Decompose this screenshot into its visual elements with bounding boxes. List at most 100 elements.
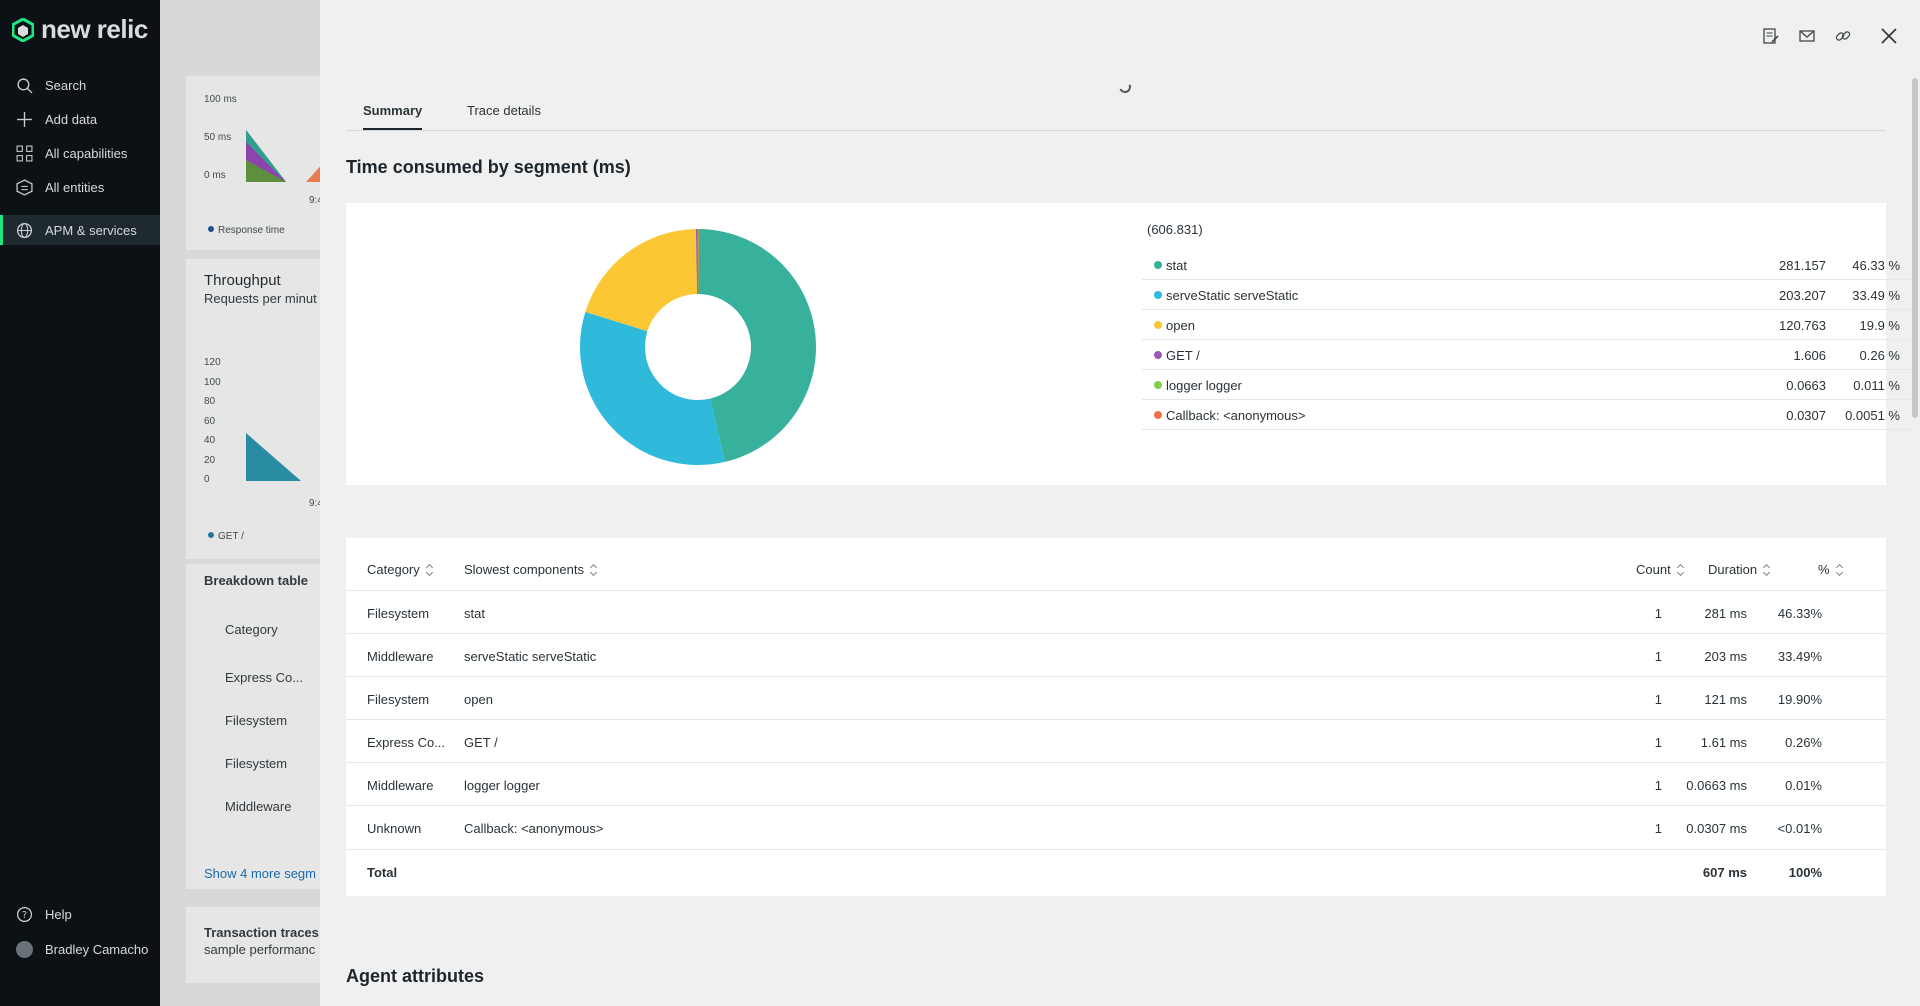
link-icon[interactable] — [1832, 25, 1854, 47]
user-name: Bradley Camacho — [45, 941, 149, 957]
tab-trace-details[interactable]: Trace details — [467, 103, 541, 118]
search-icon — [17, 77, 33, 93]
nav-item-apm-services[interactable]: APM & services — [0, 215, 160, 245]
breakdown-row: Middleware — [225, 799, 292, 814]
sort-icon — [1763, 564, 1771, 576]
cell-duration: 203 ms — [1704, 649, 1747, 664]
traces-title: Transaction traces — [204, 925, 319, 940]
new-relic-logo[interactable]: new relic — [12, 14, 148, 45]
nav-item-all-capabilities[interactable]: All capabilities — [0, 138, 160, 168]
column-header-percent[interactable]: % — [1818, 562, 1844, 577]
y-tick: 60 — [204, 416, 216, 427]
breakdown-row: Express Co... — [225, 670, 304, 685]
sort-icon — [1677, 564, 1685, 576]
nav-item-add-data[interactable]: Add data — [0, 104, 160, 134]
legend-row[interactable]: GET / 1.606 0.26 % — [1142, 340, 1912, 370]
table-row[interactable]: Middleware logger logger 1 0.0663 ms 0.01% — [346, 762, 1886, 805]
column-header-duration[interactable]: Duration — [1708, 562, 1771, 577]
transaction-traces-card: Transaction traces sample performanc — [186, 907, 320, 983]
cell-category: Filesystem — [367, 692, 430, 707]
table-row[interactable]: Filesystem open 1 121 ms 19.90% — [346, 676, 1886, 719]
legend-dot — [1154, 291, 1162, 299]
total-duration: 607 ms — [1702, 865, 1747, 880]
table-row[interactable]: Express Co... GET / 1 1.61 ms 0.26% — [346, 719, 1886, 762]
legend-dot — [208, 226, 214, 232]
legend-row[interactable]: Callback: <anonymous> 0.0307 0.0051 % — [1142, 400, 1912, 430]
legend-dot — [208, 532, 214, 538]
legend-value: 281.157 — [1779, 258, 1826, 273]
cell-count: 1 — [1654, 821, 1662, 836]
column-header-category[interactable]: Category — [367, 562, 434, 577]
pie-slice-2[interactable] — [585, 229, 698, 332]
background-page: 100 ms 50 ms 0 ms 9:40am Response time T… — [160, 0, 320, 1006]
legend-percent: 0.0051 % — [1845, 408, 1900, 423]
new-relic-logo-icon — [12, 17, 34, 42]
cell-category: Middleware — [367, 778, 434, 793]
y-tick: 40 — [204, 435, 216, 446]
grid-icon — [16, 145, 33, 161]
modal-toolbar — [1760, 25, 1900, 47]
segment-chart-panel: (606.831) stat 281.157 46.33 % serveStatic … — [346, 203, 1912, 485]
sort-icon — [1836, 564, 1844, 576]
table-row[interactable]: Middleware serveStatic serveStatic 1 203 ms… — [346, 633, 1886, 676]
table-row[interactable]: Unknown Callback: <anonymous> 1 0.0307 ms <0… — [346, 805, 1886, 848]
throughput-card: Throughput Requests per minut 120 100 80… — [186, 259, 320, 559]
cell-duration: 0.0663 ms — [1686, 778, 1747, 793]
total-label: Total — [367, 865, 398, 880]
tab-summary[interactable]: Summary — [363, 103, 423, 130]
column-header-slowest-components[interactable]: Slowest components — [464, 562, 598, 577]
nav-item-search[interactable]: Search — [0, 70, 160, 100]
cell-component: stat — [464, 606, 485, 621]
cell-percent: 0.01% — [1785, 778, 1822, 793]
y-tick: 100 ms — [204, 94, 237, 105]
show-more-link[interactable]: Show 4 more segm — [204, 866, 316, 881]
avatar — [16, 940, 33, 958]
legend-value: 120.763 — [1779, 318, 1826, 333]
cell-category: Unknown — [367, 821, 422, 836]
breakdown-row: Filesystem — [225, 713, 288, 728]
edit-notes-icon[interactable] — [1760, 25, 1782, 47]
scrollbar[interactable] — [1912, 78, 1918, 418]
segment-donut-chart — [580, 229, 816, 465]
brand-name: new relic — [41, 14, 148, 44]
legend-dot — [1154, 411, 1162, 419]
legend-row[interactable]: stat 281.157 46.33 % — [1142, 250, 1912, 280]
breakdown-header: Category — [225, 622, 278, 637]
svg-text:?: ? — [22, 910, 27, 921]
pie-slice-3[interactable] — [695, 229, 698, 295]
cell-component: Callback: <anonymous> — [464, 821, 604, 836]
close-icon[interactable] — [1878, 25, 1900, 47]
cell-component: logger logger — [464, 778, 540, 793]
table-row[interactable]: Filesystem stat 1 281 ms 46.33% — [346, 590, 1886, 633]
legend-row[interactable]: logger logger 0.0663 0.011 % — [1142, 370, 1912, 400]
trace-detail-modal: Summary Trace details Time consumed by s… — [320, 0, 1920, 1006]
legend-row[interactable]: serveStatic serveStatic 203.207 33.49 % — [1142, 280, 1912, 310]
cell-component: GET / — [464, 735, 498, 750]
column-header-count[interactable]: Count — [1636, 562, 1685, 577]
nav-item-help[interactable]: ? Help — [0, 899, 160, 929]
pie-slice-1[interactable] — [580, 311, 725, 465]
nav-item-label: All entities — [45, 179, 105, 195]
pie-slice-4[interactable] — [697, 229, 699, 295]
legend-label: Callback: <anonymous> — [1166, 408, 1306, 423]
legend-value: 0.0307 — [1786, 408, 1826, 423]
cell-percent: 46.33% — [1777, 606, 1822, 621]
legend-percent: 46.33 % — [1852, 258, 1900, 273]
breakdown-row: Filesystem — [225, 756, 288, 771]
y-tick: 0 ms — [204, 170, 226, 181]
nav-item-user[interactable]: Bradley Camacho — [0, 934, 160, 964]
loading-spinner — [1117, 79, 1133, 95]
help-icon: ? — [16, 906, 33, 922]
throughput-mini-chart — [246, 433, 301, 481]
throughput-title: Throughput — [204, 272, 281, 289]
plus-icon — [17, 111, 32, 127]
cell-count: 1 — [1654, 649, 1662, 664]
nav-item-all-entities[interactable]: All entities — [0, 172, 160, 202]
cell-percent: <0.01% — [1777, 821, 1822, 836]
email-icon[interactable] — [1796, 25, 1818, 47]
pie-slice-5[interactable] — [698, 229, 700, 295]
legend-label: open — [1166, 318, 1195, 333]
cell-count: 1 — [1654, 692, 1662, 707]
pie-slice-0[interactable] — [698, 229, 816, 462]
legend-row[interactable]: open 120.763 19.9 % — [1142, 310, 1912, 340]
